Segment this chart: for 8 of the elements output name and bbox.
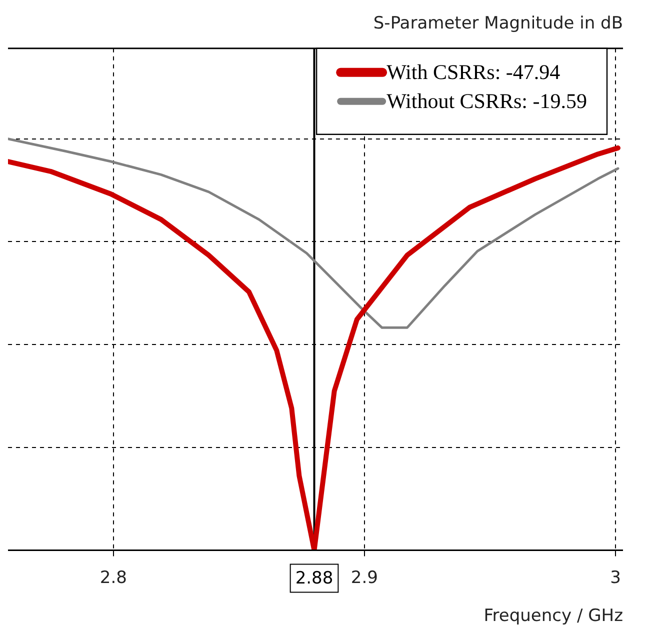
chart-title: S-Parameter Magnitude in dB: [373, 14, 623, 34]
x-tick-label: 2.8: [100, 568, 127, 588]
x-axis-title: Frequency / GHz: [484, 606, 624, 626]
x-tick-label: 2.9: [350, 568, 378, 588]
ref-line-label: 2.88: [295, 568, 334, 589]
legend-label: Without CSRRs: -19.59: [386, 88, 588, 113]
x-tick-label: 3: [610, 568, 621, 588]
legend-label: With CSRRs: -47.94: [386, 60, 561, 84]
